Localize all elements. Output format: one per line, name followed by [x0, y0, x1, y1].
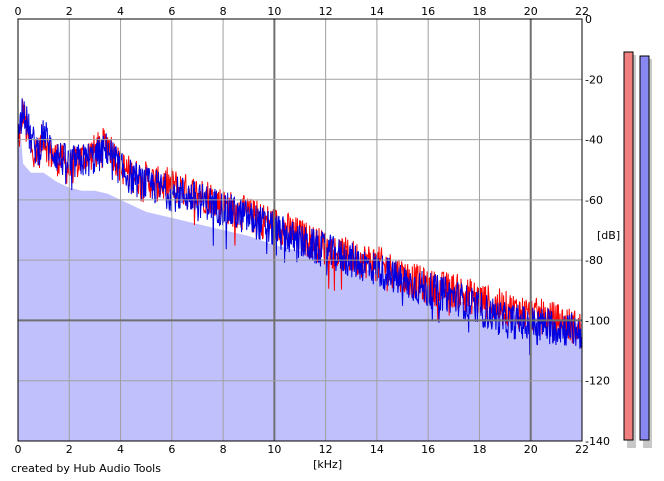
x-tick-label-bottom: 12: [319, 443, 333, 456]
x-tick-label-top: 22: [575, 5, 589, 18]
x-tick-label-bottom: 22: [575, 443, 589, 456]
y-tick-label: -20: [585, 73, 603, 86]
y-tick-label: -120: [585, 375, 610, 388]
x-tick-label-bottom: 18: [472, 443, 486, 456]
series-line-1: [17, 98, 583, 356]
y-tick-label: 0: [585, 13, 592, 26]
x-axis-label: [kHz]: [313, 458, 342, 471]
axes: [17, 18, 583, 442]
x-tick-label-bottom: 6: [168, 443, 175, 456]
x-tick-label-top: 18: [472, 5, 486, 18]
x-tick-label-bottom: 4: [117, 443, 124, 456]
y-tick-label: -60: [585, 194, 603, 207]
x-tick-label-top: 0: [15, 5, 22, 18]
x-tick-label-bottom: 10: [267, 443, 281, 456]
series-layer: [17, 98, 583, 356]
x-tick-label-bottom: 16: [421, 443, 435, 456]
x-tick-label-bottom: 14: [370, 443, 384, 456]
grid-lines: [18, 19, 582, 441]
x-tick-label-top: 8: [220, 5, 227, 18]
y-tick-label: -100: [585, 314, 610, 327]
credit-text: created by Hub Audio Tools: [11, 462, 161, 475]
y-tick-label: -40: [585, 134, 603, 147]
x-tick-label-bottom: 8: [220, 443, 227, 456]
x-tick-label-bottom: 20: [524, 443, 538, 456]
y-tick-label: -80: [585, 254, 603, 267]
level-meter-bar: [623, 51, 634, 441]
tick-labels: 002244668810101212141416161818202022220-…: [15, 5, 610, 456]
plot-border: [17, 18, 583, 442]
x-tick-label-top: 6: [168, 5, 175, 18]
x-tick-label-top: 16: [421, 5, 435, 18]
level-meters: [623, 51, 652, 448]
x-tick-label-top: 12: [319, 5, 333, 18]
x-tick-label-bottom: 0: [15, 443, 22, 456]
spectrum-fill-area: [18, 133, 582, 441]
x-tick-label-top: 20: [524, 5, 538, 18]
x-tick-label-bottom: 2: [66, 443, 73, 456]
y-axis-label: [dB]: [597, 229, 620, 242]
y-tick-label: -140: [585, 435, 610, 448]
x-tick-label-top: 10: [267, 5, 281, 18]
level-meter-bar: [639, 55, 650, 441]
x-tick-label-top: 4: [117, 5, 124, 18]
x-tick-label-top: 14: [370, 5, 384, 18]
x-tick-label-top: 2: [66, 5, 73, 18]
